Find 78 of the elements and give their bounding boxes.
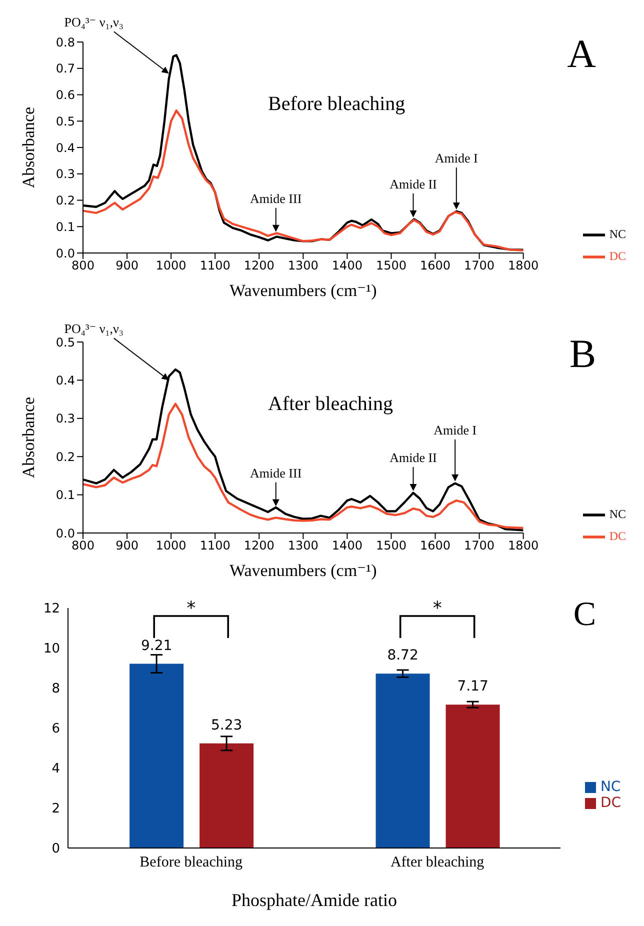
x-tick-label: 900 bbox=[116, 538, 138, 553]
y-tick-label: 0.5 bbox=[56, 114, 75, 128]
x-axis-title: Wavenumbers (cm⁻¹) bbox=[230, 561, 377, 580]
bar bbox=[376, 674, 430, 848]
x-tick-label: 1200 bbox=[244, 538, 274, 553]
x-tick-label: 1000 bbox=[156, 538, 186, 553]
x-tick-label: 1800 bbox=[508, 538, 539, 553]
text: B bbox=[569, 330, 596, 377]
y-tick-label: 0.4 bbox=[56, 373, 75, 388]
x-tick-label: 1400 bbox=[332, 538, 362, 553]
annotation: Before bleaching bbox=[268, 93, 406, 116]
y-tick-label: 0.5 bbox=[56, 335, 75, 350]
annotation: Amide II bbox=[390, 176, 437, 192]
y-tick-label: 0.1 bbox=[56, 488, 75, 502]
x-tick-label: 800 bbox=[72, 258, 94, 273]
x-tick-label: 1300 bbox=[288, 258, 318, 273]
y-axis-title: Absorbance bbox=[19, 106, 38, 188]
legend-label: DC bbox=[609, 528, 626, 543]
data-label: 8.72 bbox=[387, 648, 418, 664]
y-tick-label: 6 bbox=[52, 722, 60, 737]
x-tick-label: 1400 bbox=[332, 258, 362, 273]
x-tick-label: 1000 bbox=[156, 258, 186, 273]
legend-label: DC bbox=[600, 795, 621, 812]
y-tick-label: 0.3 bbox=[56, 412, 75, 426]
x-tick-label: 1600 bbox=[420, 538, 451, 553]
annotation: Amide I bbox=[434, 150, 478, 166]
y-tick-label: 0.2 bbox=[56, 194, 75, 208]
data-label: 7.17 bbox=[457, 678, 488, 695]
text: C bbox=[573, 596, 596, 634]
x-tick-label: 1500 bbox=[376, 258, 407, 273]
y-tick-label: 0.1 bbox=[56, 220, 75, 234]
bar bbox=[446, 704, 500, 848]
x-tick-label: 900 bbox=[116, 258, 138, 273]
x-tick-label: 1600 bbox=[420, 258, 451, 273]
annotation: Amide II bbox=[390, 450, 437, 465]
y-tick-label: 2 bbox=[52, 802, 60, 817]
x-tick-label: 1200 bbox=[244, 258, 274, 273]
bar bbox=[200, 743, 254, 848]
text: A bbox=[567, 30, 596, 77]
y-tick-label: 0.6 bbox=[56, 88, 75, 102]
y-tick-label: 0 bbox=[52, 842, 60, 857]
y-tick-label: 0.0 bbox=[56, 526, 75, 540]
legend-label: NC bbox=[609, 226, 626, 241]
y-tick-label: 8 bbox=[52, 682, 60, 697]
bar bbox=[130, 664, 184, 848]
x-tick-label: 1100 bbox=[200, 538, 230, 553]
y-tick-label: 0.3 bbox=[56, 167, 75, 182]
x-tick-label: 1300 bbox=[288, 538, 318, 553]
annotation: Amide I bbox=[434, 422, 477, 438]
annotation: * bbox=[186, 598, 196, 619]
x-tick-label: 1700 bbox=[464, 258, 495, 273]
y-tick-label: 10 bbox=[43, 642, 60, 657]
annotation: Amide III bbox=[250, 465, 302, 480]
x-axis-title: Wavenumbers (cm⁻¹) bbox=[230, 281, 377, 300]
legend-label: DC bbox=[609, 248, 626, 263]
y-tick-label: 0.7 bbox=[56, 62, 75, 76]
legend-label: NC bbox=[609, 506, 626, 521]
annotation: PO₄³⁻ ν₁,ν₃ bbox=[64, 321, 124, 336]
data-label: 5.23 bbox=[210, 717, 242, 734]
annotation: Amide III bbox=[250, 190, 302, 206]
x-axis-title: Phosphate/Amide ratio bbox=[231, 890, 397, 910]
y-tick-label: 0.2 bbox=[56, 450, 75, 464]
y-tick-label: 12 bbox=[43, 602, 60, 617]
annotation: PO₄³⁻ ν₁,ν₃ bbox=[64, 14, 124, 30]
y-tick-label: 0.4 bbox=[56, 140, 75, 155]
x-tick-label: 800 bbox=[72, 538, 94, 553]
y-tick-label: 4 bbox=[52, 762, 60, 777]
annotation: * bbox=[432, 598, 442, 619]
legend-label: NC bbox=[600, 779, 621, 796]
y-tick-label: 0.0 bbox=[56, 246, 75, 260]
x-tick-label: 1100 bbox=[200, 258, 230, 273]
x-tick-label: 1800 bbox=[508, 258, 539, 273]
y-tick-label: 0.8 bbox=[56, 35, 75, 50]
annotation: After bleaching bbox=[268, 393, 393, 416]
x-tick-label: 1500 bbox=[376, 538, 407, 553]
y-axis-title: Absorbance bbox=[19, 396, 38, 478]
x-tick-label: 1700 bbox=[464, 538, 495, 553]
data-label: 9.21 bbox=[140, 638, 172, 654]
